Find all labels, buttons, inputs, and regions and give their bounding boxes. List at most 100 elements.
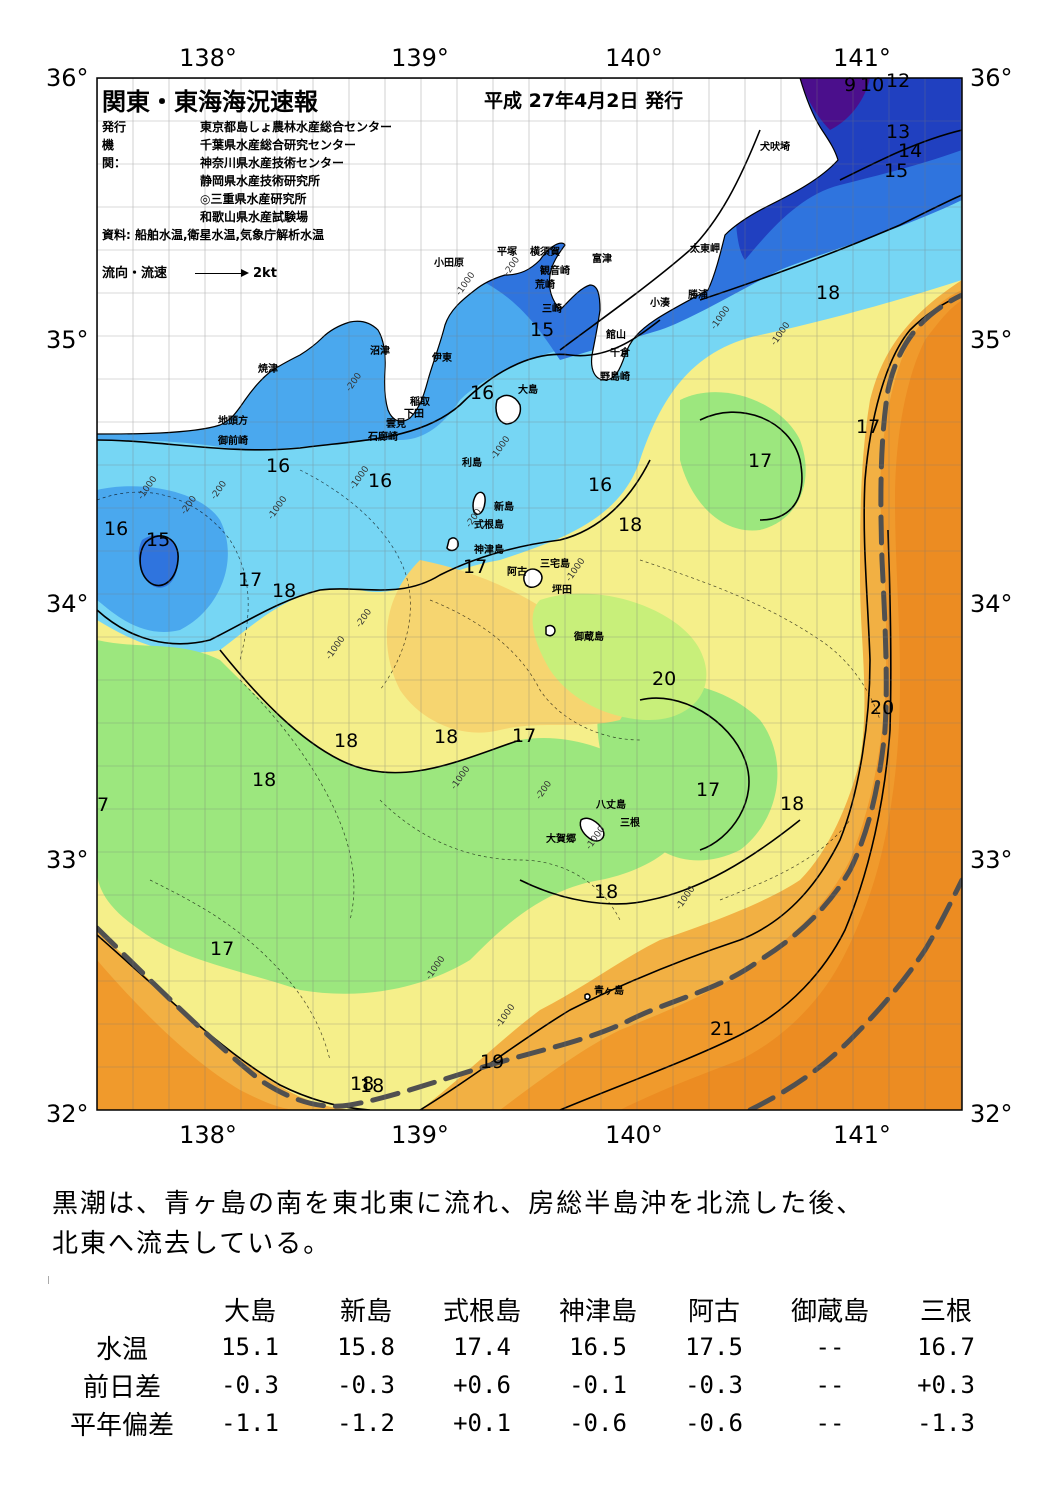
table-cell: 17.4	[453, 1333, 511, 1361]
latitude-label: 36°	[46, 64, 89, 92]
place-label: 横須賀	[530, 245, 560, 258]
place-label: 神津島	[474, 543, 504, 556]
flow-arrow-icon	[195, 269, 250, 277]
depth-contour	[429, 599, 641, 741]
place-label: 犬吠埼	[760, 140, 790, 153]
isotherm-label: 16	[104, 518, 128, 540]
isotherm-label: 20	[870, 697, 894, 719]
table-cell: -1.2	[337, 1409, 395, 1437]
issuer-name: ◎三重県水産研究所	[200, 192, 307, 206]
isotherm-line	[699, 411, 803, 521]
latitude-label: 33°	[46, 846, 89, 874]
issuer-name: 東京都島しょ農林水産総合センター	[200, 120, 393, 134]
isotherm-label: 17	[748, 450, 772, 472]
place-label: 富津	[592, 252, 612, 265]
place-label: 観音崎	[540, 264, 570, 277]
issuer-name: 和歌山県水産試験場	[200, 210, 309, 224]
table-cell: 17.5	[685, 1333, 743, 1361]
longitude-label: 138°	[179, 1121, 237, 1149]
place-label: 御蔵島	[573, 630, 604, 643]
issuer-name: 静岡県水産技術研究所	[200, 174, 321, 188]
isotherm-label: 15	[146, 529, 170, 551]
kuroshio-axis	[97, 292, 962, 1110]
water-temperature-table: 大島 新島 式根島 神津島 阿古 御蔵島 三根 水温 15.1 15.8 17.…	[52, 1290, 1004, 1442]
issuer-name: 千葉県水産総合研究センター	[200, 138, 357, 152]
column-header: 神津島	[558, 1296, 637, 1327]
isotherm-label: 16	[368, 470, 392, 492]
isotherm-label: 18	[816, 282, 840, 304]
isotherm-label: 18	[350, 1073, 374, 1095]
island-shape	[545, 624, 556, 637]
temperature-zone	[532, 593, 707, 720]
place-label: 利島	[462, 456, 482, 469]
table-corner	[52, 1290, 192, 1328]
divider	[48, 1276, 49, 1284]
table-cell: -0.3	[685, 1371, 743, 1399]
temperature-zone	[680, 392, 806, 531]
isotherm-label: 18	[594, 881, 618, 903]
flow-legend: 流向・流速 2kt	[102, 262, 277, 281]
depth-contour	[239, 679, 355, 921]
isotherm-label: 7	[97, 794, 109, 816]
table-cell: -1.3	[917, 1409, 975, 1437]
column-header: 大島	[223, 1296, 276, 1327]
place-label: 大賀郷	[546, 832, 576, 845]
table-row: 前日差 -0.3 -0.3 +0.6 -0.1 -0.3 -- +0.3	[52, 1366, 1004, 1404]
table-cell: +0.1	[453, 1409, 511, 1437]
place-label: 阿古	[507, 565, 527, 578]
graticule	[97, 78, 962, 1110]
place-label: 野島崎	[600, 370, 630, 383]
latitude-label: 36°	[970, 64, 1013, 92]
latitude-label: 32°	[970, 1100, 1013, 1128]
isotherm-label: 20	[652, 668, 676, 690]
table-cell: -0.6	[685, 1409, 743, 1437]
depth-contour	[639, 559, 881, 721]
table-cell: --	[815, 1371, 845, 1399]
table-cell: -1.1	[221, 1409, 279, 1437]
isotherm-line	[699, 194, 962, 301]
temperature-zone	[800, 78, 870, 130]
island-shape	[472, 491, 486, 516]
place-label: 小湊	[649, 296, 671, 309]
place-label: 三根	[620, 816, 640, 829]
table-cell: -0.6	[569, 1409, 627, 1437]
temperature-zone	[500, 290, 962, 1110]
place-label: 太東岬	[689, 242, 720, 255]
isotherm-label: 18	[252, 769, 276, 791]
place-label: 沼津	[370, 344, 390, 357]
temperature-zone	[97, 640, 685, 994]
place-label: 新島	[494, 500, 514, 513]
place-label: 荒崎	[534, 278, 555, 291]
place-label: 伊東	[431, 351, 452, 364]
kuroshio-path	[747, 877, 962, 1110]
longitude-label: 141°	[833, 44, 891, 72]
table-header-row: 大島 新島 式根島 神津島 阿古 御蔵島 三根	[52, 1290, 1004, 1328]
isotherm-label: 19	[480, 1051, 504, 1073]
temperature-zone	[597, 682, 778, 861]
depth-contour	[299, 469, 411, 691]
column-header: 式根島	[442, 1296, 521, 1327]
summary-line-1: 黒潮は、青ヶ島の南を東北東に流れ、房総半島沖を北流した後、	[52, 1189, 865, 1219]
place-label: 坪田	[552, 583, 572, 596]
isotherm-line	[419, 294, 962, 1110]
place-label: 式根島	[474, 518, 504, 531]
place-label: 焼津	[258, 362, 278, 375]
place-label: 三宅島	[540, 557, 570, 570]
depth-contour	[149, 879, 331, 1061]
isotherm-label: 15	[530, 319, 554, 341]
temperature-zone	[97, 960, 300, 1110]
isotherm-lines	[97, 129, 962, 1110]
isotherm-label: 16	[470, 382, 494, 404]
isotherm-label: 17	[512, 725, 536, 747]
island-shape	[446, 537, 459, 552]
flow-legend-label: 流向・流速	[102, 266, 168, 281]
isotherm-label: 18	[360, 1075, 384, 1097]
map-title: 関東・東海海況速報	[102, 88, 318, 116]
column-header: 三根	[919, 1296, 972, 1327]
latitude-label: 34°	[970, 590, 1013, 618]
isotherm-label: 16	[266, 455, 290, 477]
temperature-zone	[386, 560, 626, 733]
place-label: 千倉	[610, 346, 631, 359]
table-cell: 16.7	[917, 1333, 975, 1361]
island-shape	[584, 993, 591, 1001]
